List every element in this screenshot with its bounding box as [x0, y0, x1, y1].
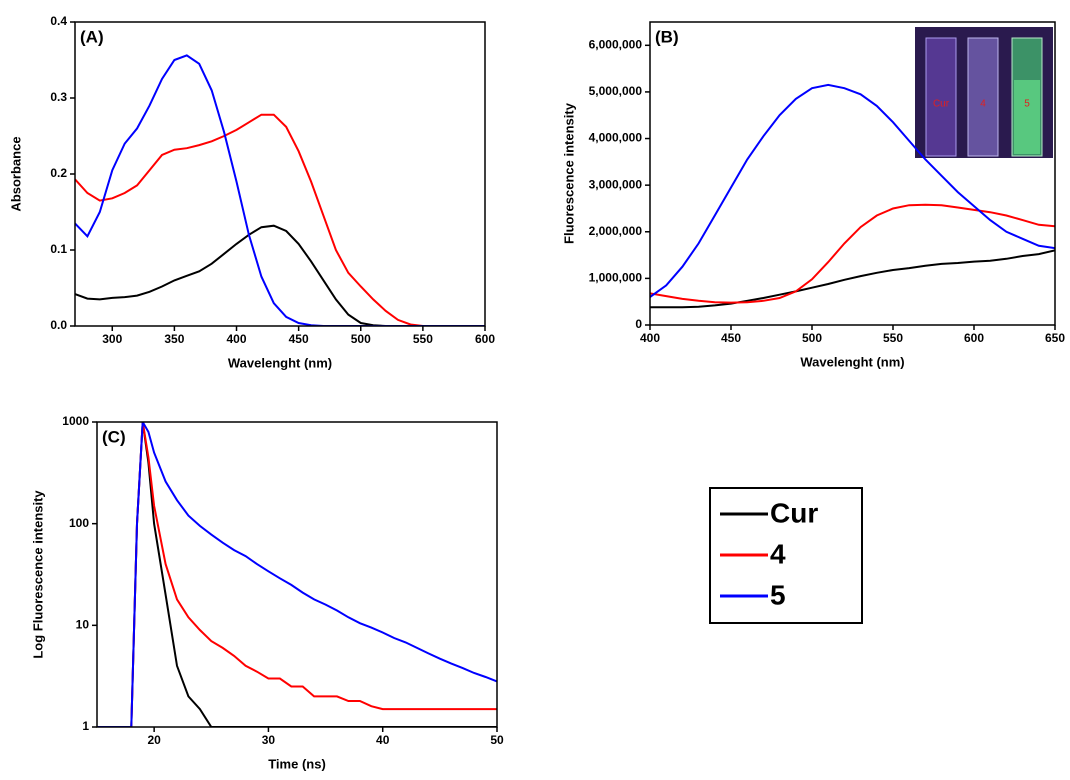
x-tick-label: 40 — [376, 733, 390, 747]
x-tick-label: 650 — [1045, 331, 1065, 345]
x-tick-label: 400 — [640, 331, 660, 345]
y-tick-label: 2,000,000 — [589, 224, 643, 238]
series-line — [97, 422, 497, 727]
series-line — [75, 54, 485, 326]
series-line — [97, 422, 497, 727]
x-tick-label: 350 — [164, 332, 184, 346]
inset-label: 5 — [1024, 99, 1030, 110]
series-line — [650, 83, 1055, 298]
x-tick-label: 50 — [490, 733, 504, 747]
y-tick-label: 0.2 — [50, 166, 67, 180]
plot-frame — [649, 21, 1056, 326]
x-axis-label: Wavelenght (nm) — [800, 354, 904, 369]
y-axis-label: Log Fluorescence intensity — [30, 490, 45, 659]
legend-label: 4 — [770, 538, 786, 569]
panel-label: (C) — [102, 427, 126, 446]
x-axis-label: Wavelenght (nm) — [228, 355, 332, 370]
y-tick-label: 1000 — [62, 414, 89, 428]
y-tick-label: 0.3 — [50, 90, 67, 104]
x-tick-label: 500 — [351, 332, 371, 346]
y-tick-label: 1 — [82, 719, 89, 733]
legend-label: Cur — [770, 497, 818, 528]
y-tick-label: 5,000,000 — [589, 84, 643, 98]
series-line — [97, 422, 497, 727]
y-tick-label: 1,000,000 — [589, 271, 643, 285]
y-axis-label: Absorbance — [8, 136, 23, 211]
x-axis-label: Time (ns) — [268, 756, 326, 771]
legend-label: 5 — [770, 579, 786, 610]
y-tick-label: 0.1 — [50, 242, 67, 256]
x-tick-label: 550 — [413, 332, 433, 346]
series-line — [75, 224, 485, 326]
panel-label: (B) — [655, 27, 679, 46]
plot-frame — [74, 21, 486, 327]
y-axis-label: Fluorescence intensity — [561, 102, 576, 244]
x-tick-label: 400 — [226, 332, 246, 346]
x-tick-label: 300 — [102, 332, 122, 346]
y-tick-label: 10 — [76, 618, 90, 632]
y-tick-label: 6,000,000 — [589, 37, 643, 51]
x-tick-label: 550 — [883, 331, 903, 345]
x-tick-label: 30 — [262, 733, 276, 747]
x-tick-label: 450 — [289, 332, 309, 346]
y-tick-label: 100 — [69, 516, 89, 530]
series-line — [650, 203, 1055, 304]
y-tick-label: 0.0 — [50, 318, 67, 332]
x-tick-label: 450 — [721, 331, 741, 345]
x-tick-label: 600 — [964, 331, 984, 345]
y-tick-label: 3,000,000 — [589, 177, 643, 191]
inset-photo — [915, 27, 1053, 158]
y-tick-label: 0 — [635, 317, 642, 331]
series-line — [75, 113, 485, 326]
plot-frame — [96, 421, 498, 728]
y-tick-label: 0.4 — [50, 14, 67, 28]
x-tick-label: 500 — [802, 331, 822, 345]
panel-label: (A) — [80, 27, 104, 46]
inset-label: 4 — [980, 99, 986, 110]
inset-label: Cur — [933, 99, 950, 110]
x-tick-label: 600 — [475, 332, 495, 346]
y-tick-label: 4,000,000 — [589, 131, 643, 145]
x-tick-label: 20 — [147, 733, 161, 747]
series-line — [650, 249, 1055, 309]
